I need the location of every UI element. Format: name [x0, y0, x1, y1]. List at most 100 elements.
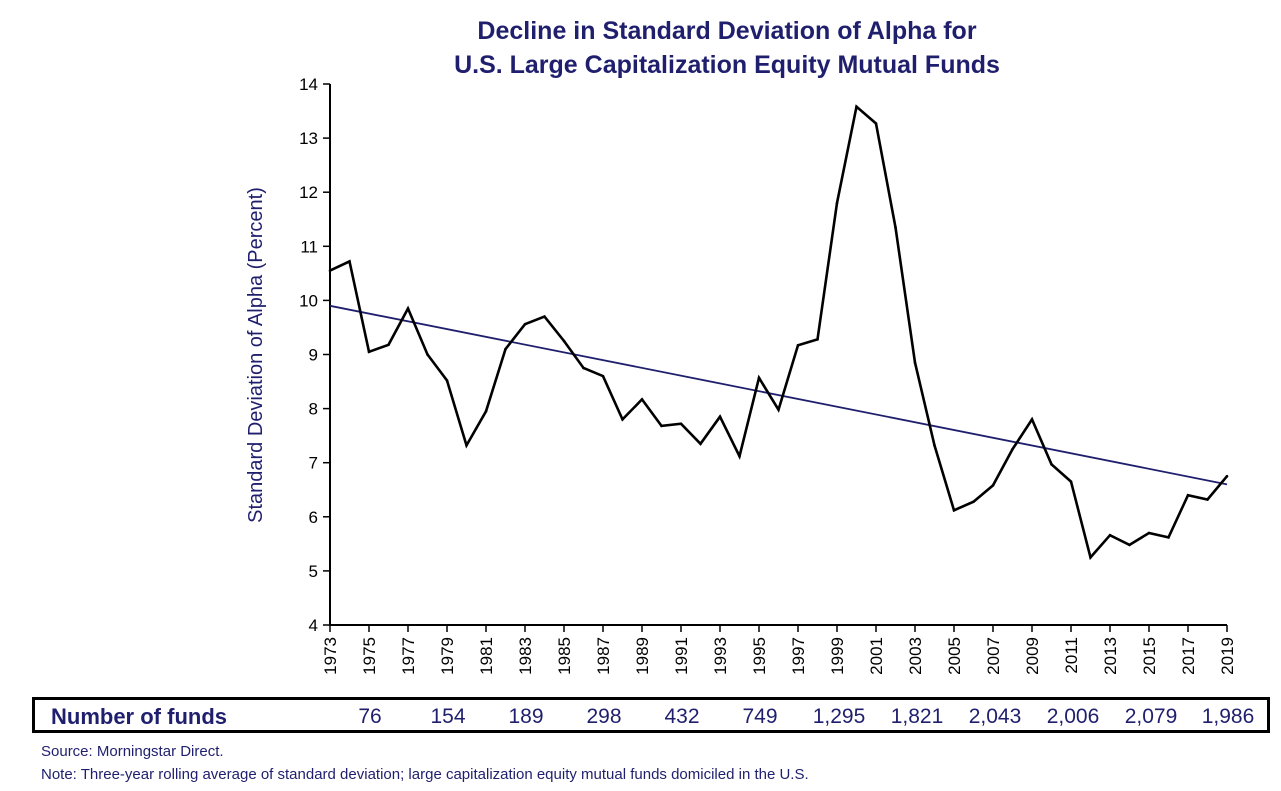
- data-point: [1186, 493, 1190, 497]
- data-point: [426, 353, 429, 356]
- y-tick-label: 6: [309, 508, 318, 527]
- x-tick-label: 2017: [1179, 637, 1198, 675]
- funds-value: 298: [586, 705, 622, 728]
- x-tick-label: 1997: [789, 637, 808, 675]
- data-point: [699, 442, 702, 446]
- data-point: [543, 315, 546, 318]
- x-tick-label: 1993: [711, 637, 730, 675]
- data-point: [328, 269, 332, 272]
- funds-value: 2,079: [1124, 705, 1178, 728]
- data-point: [523, 322, 527, 326]
- y-tick-label: 11: [300, 237, 318, 256]
- x-tick-label: 1983: [516, 637, 535, 675]
- data-point: [1030, 418, 1034, 421]
- x-tick-label: 1985: [555, 637, 574, 675]
- data-point: [738, 454, 741, 458]
- source-note: Source: Morningstar Direct.: [41, 743, 224, 760]
- data-point: [913, 361, 917, 364]
- funds-value: 76: [358, 705, 382, 728]
- y-axis: 4 5 6 7 8 9 10 11 12 13 14: [299, 75, 331, 635]
- data-point: [660, 424, 663, 428]
- chart-title-line-1: Decline in Standard Deviation of Alpha f…: [477, 17, 976, 45]
- data-point: [777, 408, 780, 411]
- footnote: Note: Three-year rolling average of stan…: [41, 766, 809, 783]
- data-point: [601, 374, 605, 378]
- x-tick-label: 1979: [438, 637, 457, 675]
- data-point: [1206, 498, 1209, 501]
- x-tick-label: 1973: [321, 637, 340, 675]
- number-of-funds-row: Number of funds 76 154 189 298 432 749 1…: [32, 697, 1270, 733]
- funds-value: 1,295: [812, 705, 866, 728]
- funds-value: 1,986: [1201, 705, 1255, 728]
- x-tick-label: 1991: [672, 637, 691, 675]
- y-tick-label: 14: [299, 75, 318, 94]
- data-point: [894, 226, 897, 229]
- x-tick-label: 2019: [1218, 637, 1237, 675]
- data-point: [1167, 536, 1170, 539]
- x-tick-label: 2003: [906, 637, 925, 675]
- y-axis-label: Standard Deviation of Alpha (Percent): [245, 187, 267, 523]
- chart-title-line-2: U.S. Large Capitalization Equity Mutual …: [454, 51, 1000, 79]
- y-tick-label: 8: [309, 400, 318, 419]
- data-point: [718, 415, 722, 419]
- data-point: [504, 347, 507, 351]
- y-tick-label: 7: [309, 454, 318, 473]
- number-of-funds-label: Number of funds: [51, 704, 227, 729]
- trend-line: [329, 304, 1228, 486]
- y-tick-label: 9: [309, 346, 318, 365]
- x-tick-label: 1989: [633, 637, 652, 675]
- data-point: [835, 201, 839, 205]
- y-tick-label: 4: [309, 616, 318, 635]
- x-tick-label: 2007: [984, 637, 1003, 675]
- funds-value: 2,006: [1046, 705, 1100, 728]
- y-tick-label: 10: [299, 291, 318, 310]
- funds-value: 189: [508, 705, 544, 728]
- data-point: [640, 398, 644, 401]
- data-point: [933, 444, 936, 447]
- data-point: [972, 500, 975, 503]
- y-tick-label: 5: [309, 562, 318, 581]
- data-point: [1108, 533, 1112, 537]
- funds-value: 2,043: [968, 705, 1022, 728]
- data-point: [1128, 543, 1131, 547]
- x-tick-label: 2011: [1062, 637, 1081, 674]
- data-point: [1225, 474, 1229, 478]
- data-point: [1069, 480, 1073, 483]
- x-tick-label: 2009: [1023, 637, 1042, 675]
- data-point: [562, 339, 566, 343]
- data-point: [855, 105, 858, 109]
- x-tick-label: 1977: [399, 637, 418, 675]
- x-tick-label: 1975: [360, 637, 379, 675]
- data-point: [1147, 531, 1151, 535]
- data-point: [796, 344, 800, 347]
- x-tick-label: 1987: [594, 637, 613, 675]
- chart-area: Decline in Standard Deviation of Alpha f…: [245, 17, 1237, 675]
- x-tick-label: 1981: [477, 637, 496, 675]
- data-point: [348, 260, 351, 263]
- data-point: [679, 422, 683, 426]
- data-point: [1011, 447, 1014, 451]
- data-point: [1089, 556, 1092, 559]
- x-tick-label: 1999: [828, 637, 847, 675]
- data-point: [406, 307, 410, 310]
- data-point: [874, 122, 878, 125]
- x-tick-label: 2005: [945, 637, 964, 675]
- y-tick-label: 13: [299, 129, 318, 148]
- data-point: [387, 343, 390, 347]
- x-axis: 1973 1975 1977 1979 1981 1983 1985 1987 1989 1991…: [321, 624, 1237, 675]
- x-tick-label: 2013: [1101, 637, 1120, 675]
- y-tick-label: 12: [299, 183, 318, 202]
- data-point: [582, 366, 585, 370]
- data-point: [991, 484, 995, 487]
- data-point: [757, 376, 761, 380]
- data-point: [952, 509, 956, 512]
- funds-value: 749: [742, 705, 778, 728]
- funds-value: 1,821: [890, 705, 944, 728]
- data-point: [816, 338, 819, 341]
- funds-value: 154: [430, 705, 466, 728]
- data-point: [621, 418, 624, 421]
- plot-lines: [328, 104, 1229, 561]
- x-tick-label: 1995: [750, 637, 769, 675]
- x-tick-label: 2001: [867, 637, 886, 675]
- data-point: [465, 444, 468, 447]
